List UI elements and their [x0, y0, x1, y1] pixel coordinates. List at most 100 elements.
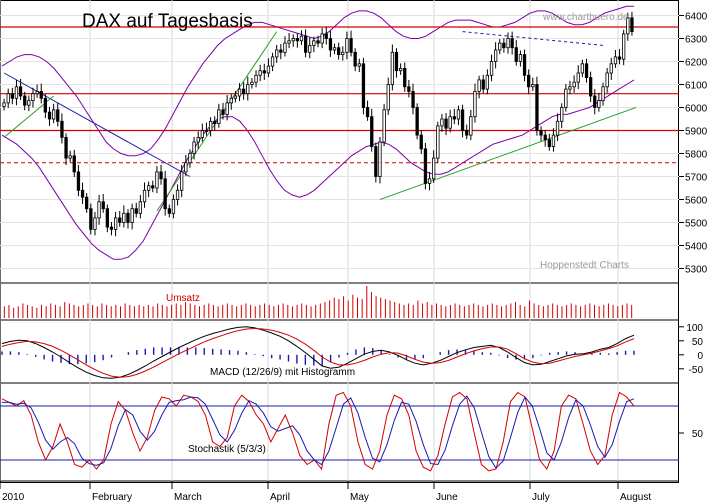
- candle-body: [452, 116, 457, 120]
- candle-body: [341, 51, 345, 55]
- candle-body: [56, 109, 60, 122]
- candle-body: [370, 116, 374, 147]
- candle-body: [349, 38, 353, 53]
- candle-body: [465, 130, 469, 136]
- candle-body: [622, 33, 626, 60]
- candle-body: [308, 45, 312, 53]
- price-axis: 6400 6300 6200 6100 6000 5900 5800 5700 5600 5500…: [679, 12, 708, 276]
- candle-body: [481, 79, 485, 90]
- candle-body: [52, 109, 56, 120]
- candle-body: [403, 68, 407, 88]
- candle-body: [275, 49, 279, 58]
- candle-body: [39, 91, 43, 99]
- candle-body: [493, 49, 498, 62]
- stochastic-label: Stochastik (5/3/3): [188, 444, 266, 455]
- x-tick-label: March: [174, 492, 202, 503]
- price-tick-label: 6200: [685, 58, 708, 69]
- candle-body: [617, 56, 622, 60]
- candle-body: [506, 38, 510, 49]
- candle-body: [456, 109, 461, 120]
- candle-body: [6, 93, 10, 104]
- candle-body: [171, 199, 176, 214]
- candle-body: [221, 109, 225, 115]
- candle-body: [386, 84, 390, 111]
- candle-body: [146, 185, 151, 191]
- candle-body: [345, 38, 349, 53]
- price-tick-label: 5600: [685, 196, 708, 207]
- candle-body: [539, 130, 543, 136]
- price-tick-label: 6000: [685, 104, 708, 115]
- price-tick-label: 5900: [685, 127, 708, 138]
- candle-body: [241, 88, 246, 95]
- candle-body: [114, 217, 118, 230]
- candle-body: [502, 42, 506, 49]
- candle-body: [613, 56, 618, 65]
- candle-body: [254, 74, 258, 83]
- x-tick-label: April: [270, 492, 290, 503]
- candle-body: [196, 136, 200, 143]
- candle-body: [159, 171, 163, 180]
- credit-label: Hoppenstedt Charts: [540, 260, 629, 271]
- macd-panel: 100 50 0 -50: [1, 323, 703, 379]
- volume-bars: [3, 286, 633, 318]
- price-tick-label: 5700: [685, 173, 708, 184]
- candle-body: [134, 208, 138, 214]
- candle-body: [336, 47, 341, 56]
- candle-body: [560, 107, 564, 122]
- candle-body: [522, 54, 527, 76]
- candle-body: [299, 35, 304, 42]
- candle-body: [167, 208, 172, 214]
- candle-body: [118, 217, 122, 223]
- candle-body: [60, 120, 64, 138]
- candle-body: [279, 49, 283, 53]
- candle-body: [200, 130, 205, 138]
- candle-body: [460, 109, 465, 131]
- candle-body: [531, 84, 535, 88]
- x-tick-label: May: [350, 492, 369, 503]
- candle-body: [630, 17, 634, 32]
- candle-body: [382, 109, 386, 143]
- grid: [0, 0, 679, 481]
- x-tick-label: June: [436, 492, 458, 503]
- candle-body: [390, 51, 395, 85]
- candle-body: [31, 93, 35, 101]
- candle-body: [14, 86, 19, 99]
- source-label: www.chartbuero.de: [542, 12, 629, 23]
- x-tick-label: August: [620, 492, 651, 503]
- candle-body: [357, 63, 362, 67]
- candle-body: [23, 95, 27, 106]
- x-tick-label: July: [532, 492, 550, 503]
- trendlines: [3, 31, 637, 212]
- candle-body: [378, 141, 382, 177]
- candle-body: [394, 51, 399, 72]
- candle-body: [353, 51, 357, 67]
- candle-body: [85, 196, 89, 210]
- candle-body: [208, 120, 213, 131]
- candle-body: [163, 178, 167, 210]
- candle-body: [270, 56, 275, 67]
- candle-body: [233, 95, 238, 99]
- candle-body: [122, 212, 126, 223]
- candle-body: [498, 42, 502, 51]
- candle-body: [237, 88, 242, 97]
- candle-body: [332, 47, 337, 51]
- candle-body: [130, 208, 134, 223]
- downtrend-line: [3, 72, 191, 177]
- candle-body: [192, 141, 196, 154]
- candle-body: [427, 178, 432, 184]
- stoch-tick-label: 50: [692, 429, 704, 440]
- candle-body: [489, 61, 494, 76]
- candle-body: [229, 97, 233, 104]
- candle-body: [324, 33, 328, 39]
- stoch-d-line: [2, 395, 635, 469]
- candle-body: [43, 97, 47, 113]
- x-tick-label: 2010: [2, 492, 25, 503]
- candle-body: [2, 102, 6, 107]
- candle-body: [564, 88, 568, 108]
- uptrend-line: [156, 31, 278, 212]
- candle-body: [601, 86, 605, 102]
- price-tick-label: 5300: [685, 265, 708, 276]
- candle-body: [514, 47, 518, 62]
- candle-body: [551, 134, 556, 148]
- rising-support-line: [379, 107, 637, 200]
